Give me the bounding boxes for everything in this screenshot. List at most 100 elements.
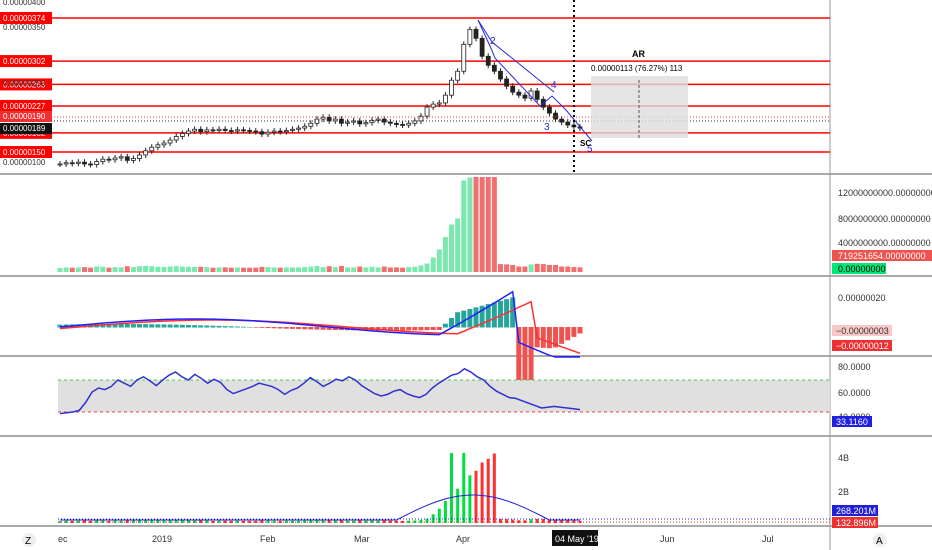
candle-body [290, 128, 295, 131]
time-label-0: ec [58, 534, 68, 544]
volume2-bar [186, 520, 190, 523]
volume-bar [571, 267, 577, 272]
macd-hist-bar [302, 327, 308, 330]
volume2-bar [456, 488, 460, 523]
volume2-bar [89, 520, 93, 523]
volume-bar [69, 267, 75, 272]
volume-bar [345, 267, 351, 272]
vol-tick-2: 4000000000.00000000 [838, 238, 931, 248]
time-label-6: Jul [762, 534, 774, 544]
volume2-bar [419, 519, 423, 523]
macd-hist-bar [485, 304, 491, 328]
volume-bar [228, 267, 234, 272]
volume-bar [467, 177, 473, 272]
auto-scale-button[interactable]: A [873, 533, 887, 547]
macd-hist-bar [289, 327, 295, 329]
candle-body [302, 125, 308, 129]
volume2-bar [474, 470, 478, 523]
macd-hist-bar [185, 324, 191, 328]
candle-body [69, 162, 75, 165]
macd-hist-bar [112, 323, 118, 328]
price-tick-3: 0.00000100 [3, 158, 46, 167]
volume-bar [155, 266, 161, 272]
volume-bar [449, 224, 455, 272]
candle-body [94, 161, 100, 165]
candle-body [345, 121, 350, 124]
volume-bar [283, 267, 289, 272]
candle-body [198, 128, 204, 133]
wave-pattern[interactable] [477, 19, 593, 142]
volume-bar [412, 266, 418, 272]
volume-bar [130, 267, 136, 272]
macd-pane[interactable] [57, 290, 583, 402]
current-price-bg [0, 111, 52, 122]
volume-bar [308, 266, 314, 272]
vol2-value-blue: 268.201M [836, 506, 876, 516]
zoom-button[interactable]: Z [22, 533, 36, 547]
price-tick-1: 0.00000350 [3, 23, 46, 32]
vol2-tick-0: 4B [838, 453, 849, 463]
volume2-bar [174, 520, 178, 523]
candle-body [283, 130, 289, 133]
horizontal-levels[interactable] [0, 17, 830, 153]
volume2-bar [480, 462, 484, 523]
volume-bar [302, 267, 308, 272]
macd-hist-bar [320, 327, 326, 330]
volume-bar [375, 267, 381, 272]
macd-hist-bar [455, 312, 461, 328]
macd-hist-bar [228, 326, 234, 328]
macd-value-red: −0.00000012 [836, 341, 889, 351]
volume2-bar [566, 520, 570, 523]
volume-bar [540, 264, 546, 272]
volume2-bar [199, 520, 203, 523]
volume-bar [516, 266, 522, 272]
vol2-axis: 4B 2B 268.201M 132.896M [832, 453, 878, 528]
volume-bar [369, 266, 375, 272]
vol-value-red-bg [832, 250, 932, 261]
last-price-label: 0.00000189 [3, 124, 46, 133]
candle-body [473, 28, 479, 39]
volume2-bar [235, 520, 239, 523]
level-label-2: 0.00000263 [3, 80, 46, 89]
volume2-bar [107, 520, 111, 523]
volume-pane[interactable] [57, 177, 583, 272]
candle-body [57, 163, 63, 166]
rsi-pane[interactable] [58, 367, 830, 415]
candle-body [375, 118, 381, 121]
macd-value-red-bg [832, 340, 892, 351]
candle-body [430, 103, 436, 108]
candle-body [320, 116, 326, 120]
candle-body [253, 130, 259, 133]
candle-body [479, 37, 485, 57]
volume-bar [381, 266, 387, 272]
candle-body [228, 130, 234, 132]
volume-bar [559, 266, 565, 272]
candle-body [406, 122, 412, 126]
candle-body [308, 122, 314, 127]
volume-bar [393, 267, 399, 272]
candle-body [149, 146, 155, 152]
volume-bar [320, 267, 326, 272]
volume-bar [57, 268, 63, 272]
macd-hist-bar [418, 327, 424, 331]
macd-hist-bar [522, 327, 528, 393]
price-pane[interactable]: 2 3 4 5 AR 0.00000113 (76.27%) 113 SC [0, 17, 830, 168]
volume-bar [510, 265, 516, 272]
volume2-bar [492, 453, 496, 523]
volume2-bar [211, 520, 215, 523]
level-label-5: 0.00000150 [3, 148, 46, 157]
candle-body [204, 129, 210, 133]
macd-hist-bar [259, 327, 265, 328]
volume-bar [455, 218, 461, 272]
candle-body [192, 128, 197, 132]
volume-bar [442, 237, 448, 272]
volume-bar [418, 265, 424, 272]
price-tick-2: 0.00000250 [3, 79, 46, 88]
volume-ma-pane[interactable] [58, 453, 830, 523]
macd-hist-bar [296, 327, 302, 330]
volume2-bar [321, 520, 325, 523]
macd-hist-bar [491, 302, 497, 328]
wave-label-4: 4 [551, 80, 557, 91]
volume2-bar [101, 520, 105, 523]
